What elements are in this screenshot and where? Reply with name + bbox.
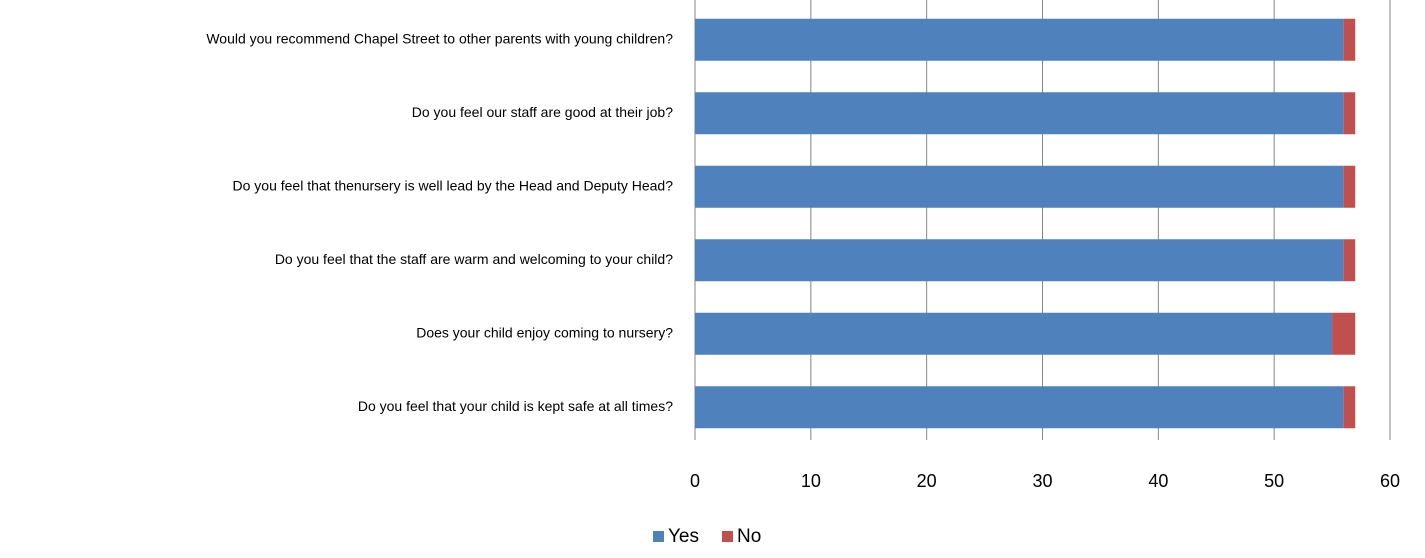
legend-swatch — [722, 531, 733, 542]
bar-segment — [1343, 239, 1356, 282]
legend-label: No — [737, 526, 761, 547]
x-tick-label: 50 — [1264, 471, 1284, 491]
x-tick-label: 40 — [1148, 471, 1168, 491]
x-tick-label: 30 — [1032, 471, 1052, 491]
bar-segment — [695, 386, 1344, 429]
bar-segment — [695, 165, 1344, 208]
bar-segment — [695, 92, 1344, 135]
bar-segment — [695, 18, 1344, 61]
category-label: Do you feel that thenursery is well lead… — [233, 177, 674, 193]
category-label: Does your child enjoy coming to nursery? — [416, 324, 673, 340]
bar-segment — [1343, 92, 1356, 135]
legend-swatch — [653, 531, 664, 542]
bar-segment — [695, 312, 1333, 355]
bar-segment — [1332, 312, 1356, 355]
bar-segment — [1343, 165, 1356, 208]
bar-segment — [1343, 18, 1356, 61]
bar-segment — [1343, 386, 1356, 429]
x-tick-label: 0 — [690, 471, 700, 491]
category-label: Do you feel that your child is kept safe… — [358, 398, 673, 414]
x-tick-label: 10 — [801, 471, 821, 491]
x-tick-label: 20 — [917, 471, 937, 491]
legend-label: Yes — [668, 526, 699, 547]
category-label: Do you feel that the staff are warm and … — [275, 251, 673, 267]
x-tick-label: 60 — [1380, 471, 1400, 491]
category-label: Do you feel our staff are good at their … — [412, 104, 673, 120]
bar-segment — [695, 239, 1344, 282]
category-label: Would you recommend Chapel Street to oth… — [206, 30, 673, 46]
